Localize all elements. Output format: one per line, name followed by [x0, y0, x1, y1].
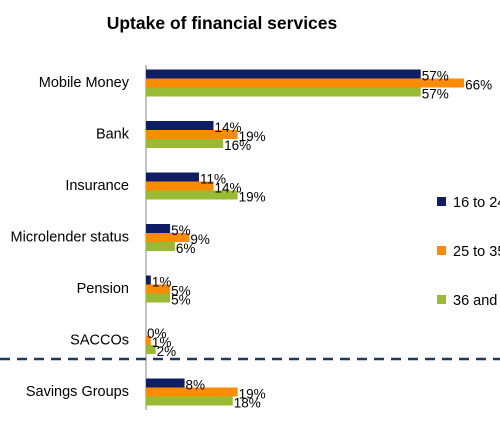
- data-label-pension-16-to-24: 1%: [152, 275, 172, 290]
- category-label-pension: Pension: [77, 281, 129, 297]
- category-label-savings-groups: Savings Groups: [26, 384, 129, 400]
- data-label-savings-groups-25-to-35: 19%: [239, 387, 266, 402]
- data-label-microlender-status-16-to-24: 5%: [171, 223, 191, 238]
- data-label-savings-groups-16-to-24: 8%: [186, 378, 206, 393]
- data-label-insurance-25-to-35: 14%: [214, 181, 241, 196]
- data-label-mobile-money-25-to-35: 66%: [465, 78, 492, 93]
- bar-bank-16-to-24: [146, 121, 214, 130]
- data-label-saccos-16-to-24: 0%: [147, 326, 167, 341]
- bar-bank-25-to-35: [146, 130, 238, 139]
- category-label-microlender-status: Microlender status: [11, 230, 129, 246]
- category-label-mobile-money: Mobile Money: [39, 75, 130, 91]
- bar-insurance-36-and-over: [146, 190, 238, 200]
- data-label-pension-36-and-over: 5%: [171, 293, 191, 308]
- data-label-microlender-status-36-and-over: 6%: [176, 241, 196, 256]
- legend-swatch-16-to-24: [437, 197, 446, 206]
- bar-microlender-status-16-to-24: [146, 224, 171, 233]
- legend-swatch-36-and-over: [437, 295, 446, 304]
- bar-mobile-money-16-to-24: [146, 69, 421, 79]
- bar-savings-groups-36-and-over: [146, 396, 233, 406]
- data-label-insurance-36-and-over: 19%: [239, 190, 266, 205]
- category-label-bank: Bank: [96, 127, 130, 143]
- bar-pension-36-and-over: [146, 293, 171, 303]
- legend-swatch-25-to-35: [437, 246, 446, 255]
- data-label-pension-25-to-35: 5%: [171, 284, 191, 299]
- legend-label-25-to-35: 25 to 35: [453, 244, 500, 260]
- data-label-bank-36-and-over: 16%: [224, 138, 251, 153]
- data-label-insurance-16-to-24: 11%: [200, 172, 226, 187]
- bar-savings-groups-25-to-35: [146, 387, 238, 397]
- bar-saccos-25-to-35: [146, 336, 151, 345]
- bar-mobile-money-25-to-35: [146, 78, 465, 88]
- bar-pension-25-to-35: [146, 284, 171, 294]
- data-label-microlender-status-25-to-35: 9%: [190, 232, 210, 247]
- bar-mobile-money-36-and-over: [146, 87, 421, 97]
- legend-label-16-to-24: 16 to 24: [453, 195, 500, 211]
- bar-insurance-16-to-24: [146, 172, 200, 182]
- bar-savings-groups-16-to-24: [146, 378, 185, 388]
- data-label-mobile-money-36-and-over: 57%: [422, 87, 449, 102]
- category-label-insurance: Insurance: [65, 178, 129, 194]
- chart-title: Uptake of financial services: [107, 13, 338, 33]
- bar-saccos-36-and-over: [146, 345, 156, 354]
- category-label-saccos: SACCOs: [70, 333, 129, 349]
- bar-microlender-status-25-to-35: [146, 233, 190, 242]
- bar-insurance-25-to-35: [146, 181, 214, 191]
- bar-microlender-status-36-and-over: [146, 242, 175, 251]
- data-label-bank-25-to-35: 19%: [239, 129, 266, 144]
- bar-bank-36-and-over: [146, 139, 224, 148]
- data-label-saccos-25-to-35: 1%: [152, 335, 172, 350]
- legend-label-36-and-over: 36 and over: [453, 293, 500, 309]
- data-label-saccos-36-and-over: 2%: [157, 344, 177, 359]
- bar-pension-16-to-24: [146, 275, 151, 285]
- data-label-savings-groups-36-and-over: 18%: [234, 396, 261, 411]
- data-label-bank-16-to-24: 14%: [214, 120, 241, 135]
- data-label-mobile-money-16-to-24: 57%: [422, 69, 449, 84]
